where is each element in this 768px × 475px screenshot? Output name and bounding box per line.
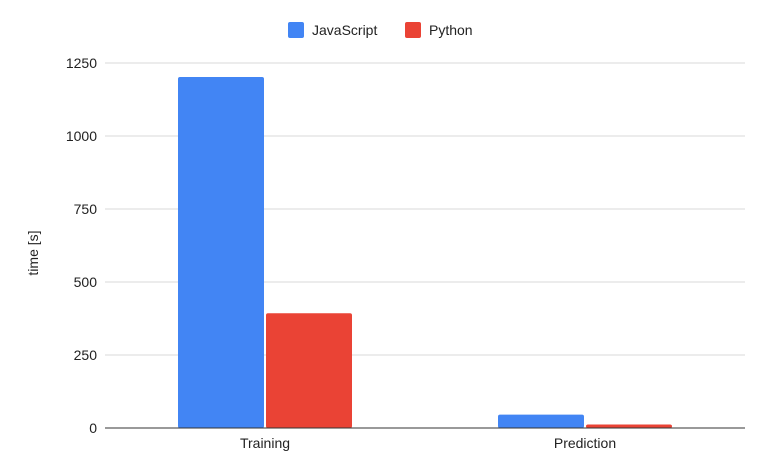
- bar-javascript-prediction: [498, 414, 584, 428]
- y-tick-label: 0: [89, 420, 97, 436]
- bar-javascript-training: [178, 77, 264, 429]
- legend-label-javascript: JavaScript: [312, 22, 377, 38]
- y-tick-label: 1000: [66, 128, 97, 144]
- bars: [178, 77, 672, 429]
- y-tick-label: 1250: [66, 55, 97, 71]
- legend-swatch-python: [405, 22, 421, 38]
- y-tick-label: 500: [74, 274, 98, 290]
- y-axis-ticks: 0 250 500 750 1000 1250: [66, 55, 97, 436]
- legend: JavaScript Python: [288, 22, 473, 38]
- x-tick-label: Training: [240, 435, 290, 451]
- x-tick-label: Prediction: [554, 435, 616, 451]
- y-tick-label: 250: [74, 347, 98, 363]
- x-axis-ticks: Training Prediction: [240, 435, 616, 451]
- bar-python-training: [266, 313, 352, 428]
- y-axis-title: time [s]: [25, 230, 41, 275]
- bar-python-prediction: [586, 424, 672, 428]
- legend-swatch-javascript: [288, 22, 304, 38]
- legend-label-python: Python: [429, 22, 473, 38]
- y-tick-label: 750: [74, 201, 98, 217]
